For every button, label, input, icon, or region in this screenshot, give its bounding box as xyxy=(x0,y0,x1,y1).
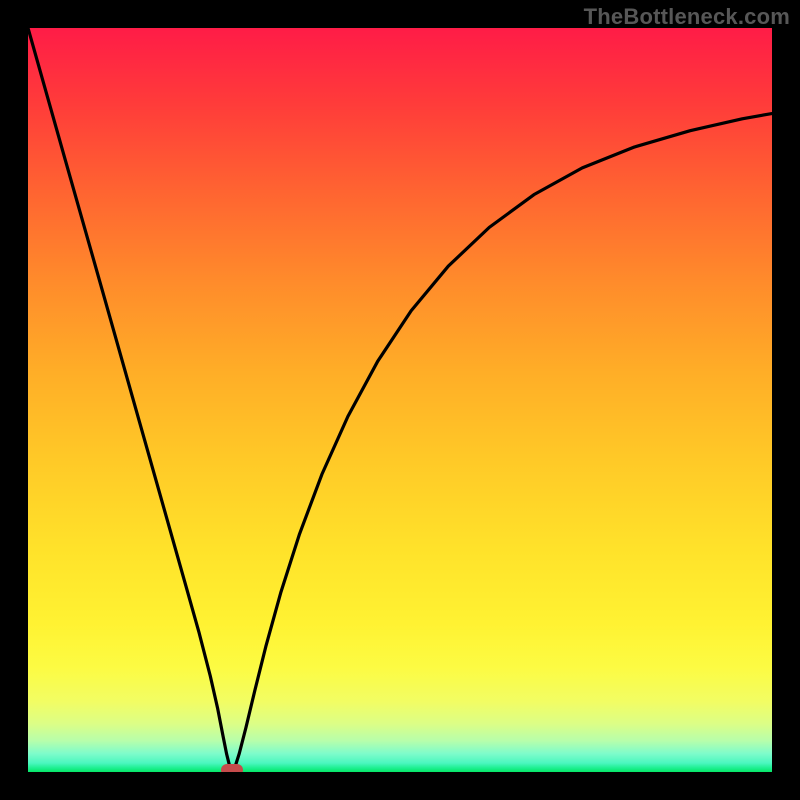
plot-area xyxy=(28,28,772,772)
watermark: TheBottleneck.com xyxy=(584,4,790,30)
chart-container: TheBottleneck.com xyxy=(0,0,800,800)
minimum-marker xyxy=(221,764,243,772)
bottleneck-curve xyxy=(28,28,772,772)
